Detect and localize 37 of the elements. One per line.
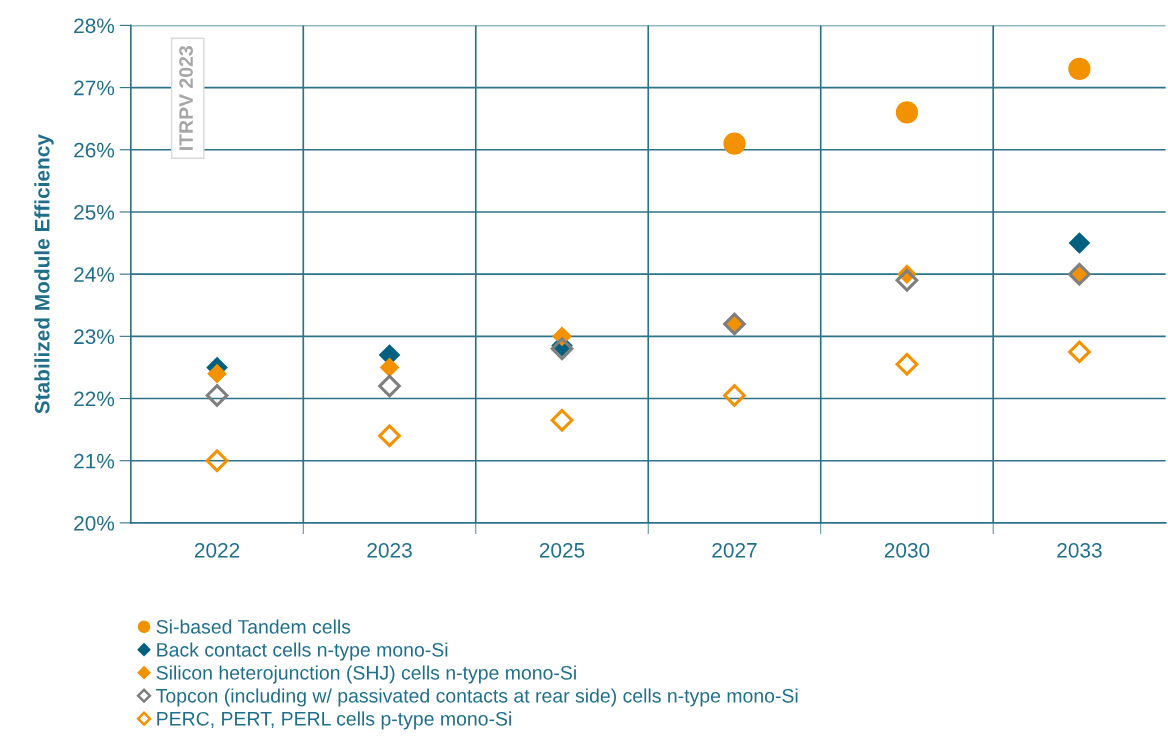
point [1068, 340, 1091, 364]
point [205, 449, 229, 473]
y-tick-label: 25% [74, 204, 115, 220]
y-tick-label: 20% [74, 515, 115, 531]
y-tick-label: 28% [74, 18, 115, 34]
point [1068, 57, 1091, 81]
y-tick-label: 24% [74, 267, 115, 282]
y-tick-label: 23% [74, 329, 115, 345]
point [723, 132, 746, 155]
legend-label: Si-based Tandem cells [156, 619, 351, 634]
point [895, 352, 919, 376]
point [207, 364, 227, 384]
legend-label: Silicon heterojunction (SHJ) cells n-type mono-Si [156, 665, 576, 684]
x-tick-label: 2033 [1057, 542, 1102, 558]
legend-label: Back contact cells n-type mono-Si [157, 642, 448, 661]
point [1068, 232, 1090, 254]
point [723, 384, 746, 407]
y-tick-label: 22% [74, 391, 115, 407]
y-tick-label: 21% [74, 453, 115, 469]
x-tick-label: 2022 [194, 542, 240, 558]
y-tick-label: 27% [74, 80, 115, 96]
y-tick-label: 26% [74, 142, 115, 158]
point [205, 384, 229, 407]
y-axis-title: Stabilized Module Efficiency [34, 134, 54, 414]
legend-label: Topcon (including w/ passivated contacts at rear side) cells n-type mono-Si [156, 688, 798, 707]
annotation: ITRPV 2023 [179, 46, 193, 150]
point [378, 374, 401, 398]
point [895, 269, 919, 292]
x-tick-label: 2027 [712, 542, 757, 558]
legend-label: PERC, PERT, PERL cells p-type mono-Si [157, 711, 511, 730]
x-tick-label: 2030 [884, 542, 930, 558]
point [379, 357, 400, 377]
point [550, 408, 574, 432]
x-tick-label: 2023 [367, 542, 412, 558]
point [378, 424, 401, 448]
x-tick-label: 2025 [539, 542, 585, 558]
point [895, 101, 919, 124]
